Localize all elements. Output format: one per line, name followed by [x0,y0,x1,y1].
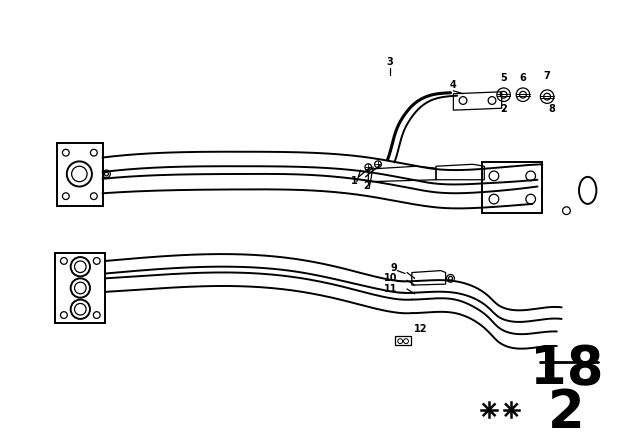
Text: 2: 2 [500,104,507,114]
Text: 9: 9 [390,263,397,272]
Text: 18: 18 [530,343,603,395]
Text: 7: 7 [544,71,550,81]
Text: 4: 4 [450,80,457,90]
Text: 12: 12 [413,324,428,335]
Text: 8: 8 [548,104,556,114]
Text: 2: 2 [363,181,370,191]
Text: 3: 3 [386,57,393,67]
Text: 10: 10 [384,273,397,283]
Text: 2: 2 [548,387,585,439]
Text: 6: 6 [520,73,526,83]
Text: 11: 11 [384,284,397,294]
Text: 5: 5 [500,73,507,83]
Text: 1: 1 [351,176,357,185]
